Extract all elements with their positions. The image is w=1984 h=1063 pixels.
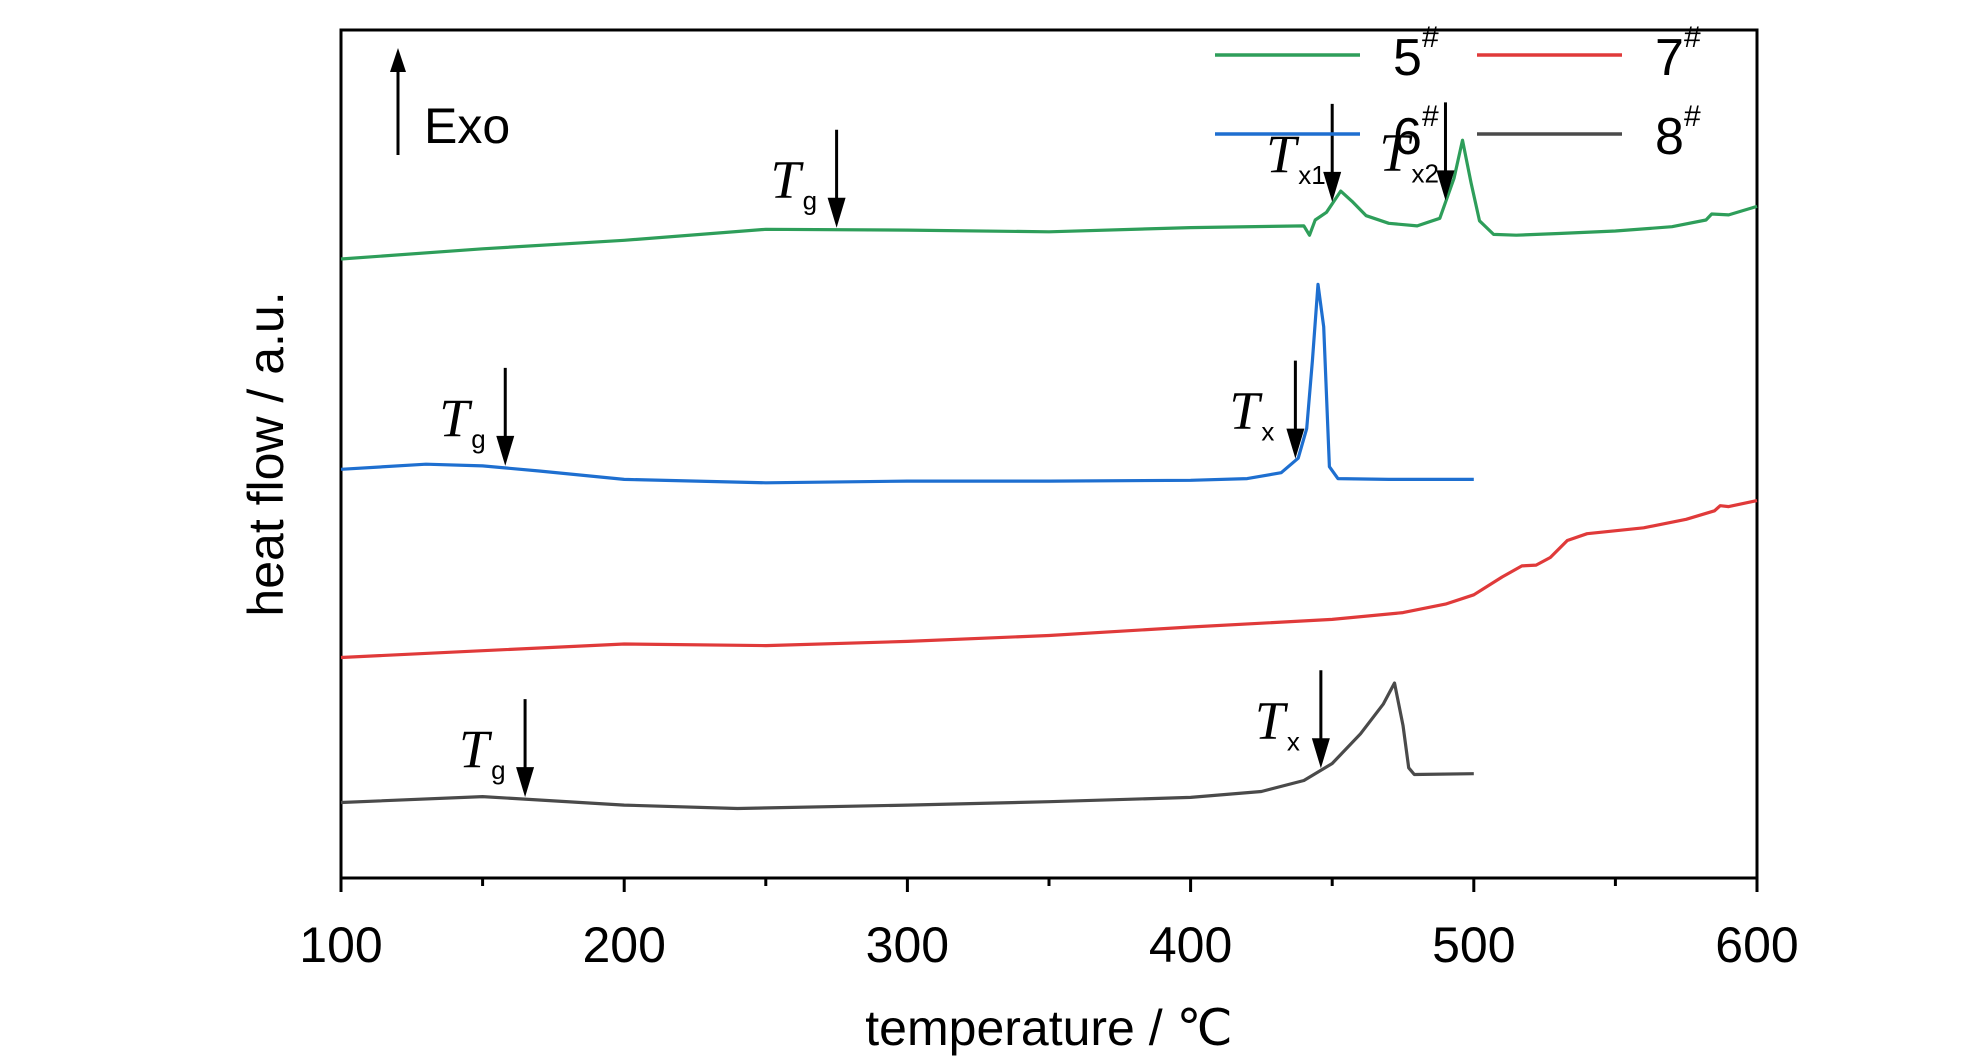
- legend-item-8: 8 #: [1477, 100, 1701, 166]
- legend-item-5: 5 #: [1215, 21, 1439, 87]
- exo-indicator: Exo: [390, 48, 510, 155]
- x-tick-label: 500: [1432, 917, 1515, 973]
- annotation-subscript: x2: [1411, 158, 1438, 188]
- series-line-8: [340, 681, 1474, 811]
- annotation-symbol: T: [439, 388, 473, 448]
- annotation-subscript: x: [1261, 417, 1274, 447]
- legend: 5 #7 #6 #8 #: [1215, 21, 1701, 166]
- annotation-subscript: x: [1287, 726, 1300, 756]
- annotation-subscript: g: [471, 424, 485, 454]
- down-arrow-icon: [496, 435, 515, 466]
- legend-label-superscript: #: [1422, 100, 1439, 133]
- annotation-subscript: g: [491, 755, 505, 785]
- series-line-7: [340, 499, 1758, 660]
- down-arrow-icon: [827, 197, 846, 228]
- annotation-symbol: T: [459, 719, 493, 779]
- annotation-symbol: T: [1255, 690, 1289, 750]
- legend-label: 8: [1655, 108, 1684, 166]
- legend-label-superscript: #: [1422, 21, 1439, 54]
- down-arrow-icon: [1436, 170, 1455, 201]
- x-tick-label: 100: [299, 917, 382, 973]
- legend-item-7: 7 #: [1477, 21, 1701, 87]
- down-arrow-icon: [516, 767, 535, 798]
- legend-label: 6: [1393, 108, 1422, 166]
- legend-label: 5: [1393, 29, 1422, 87]
- series-layer: [340, 138, 1758, 811]
- y-axis-title: heat flow / a.u.: [238, 291, 294, 616]
- legend-label-superscript: #: [1684, 21, 1701, 54]
- series-line-6: [340, 282, 1474, 485]
- down-arrow-icon: [1311, 738, 1330, 769]
- down-arrow-icon: [1323, 171, 1342, 202]
- annotation-symbol: T: [1229, 381, 1263, 441]
- legend-item-6: 6 #: [1215, 100, 1439, 166]
- x-tick-label: 200: [582, 917, 665, 973]
- x-tick-layer: 100 200 300 400 500 600: [299, 878, 1799, 973]
- legend-label: 7: [1655, 29, 1684, 87]
- legend-label-superscript: #: [1684, 100, 1701, 133]
- x-axis-title: temperature / ℃: [865, 1000, 1232, 1056]
- down-arrow-icon: [1286, 428, 1305, 459]
- plot-frame: [339, 28, 1759, 880]
- x-tick-label: 400: [1149, 917, 1232, 973]
- annotation-symbol: T: [1379, 122, 1413, 182]
- exo-label: Exo: [424, 98, 510, 154]
- x-tick-label: 300: [866, 917, 949, 973]
- annotation-symbol: T: [771, 150, 805, 210]
- series-line-5: [340, 138, 1758, 261]
- exo-arrow-icon: [390, 48, 406, 72]
- annotation-subscript: g: [803, 186, 817, 216]
- annotation-subscript: x1: [1298, 160, 1325, 190]
- x-tick-label: 600: [1715, 917, 1798, 973]
